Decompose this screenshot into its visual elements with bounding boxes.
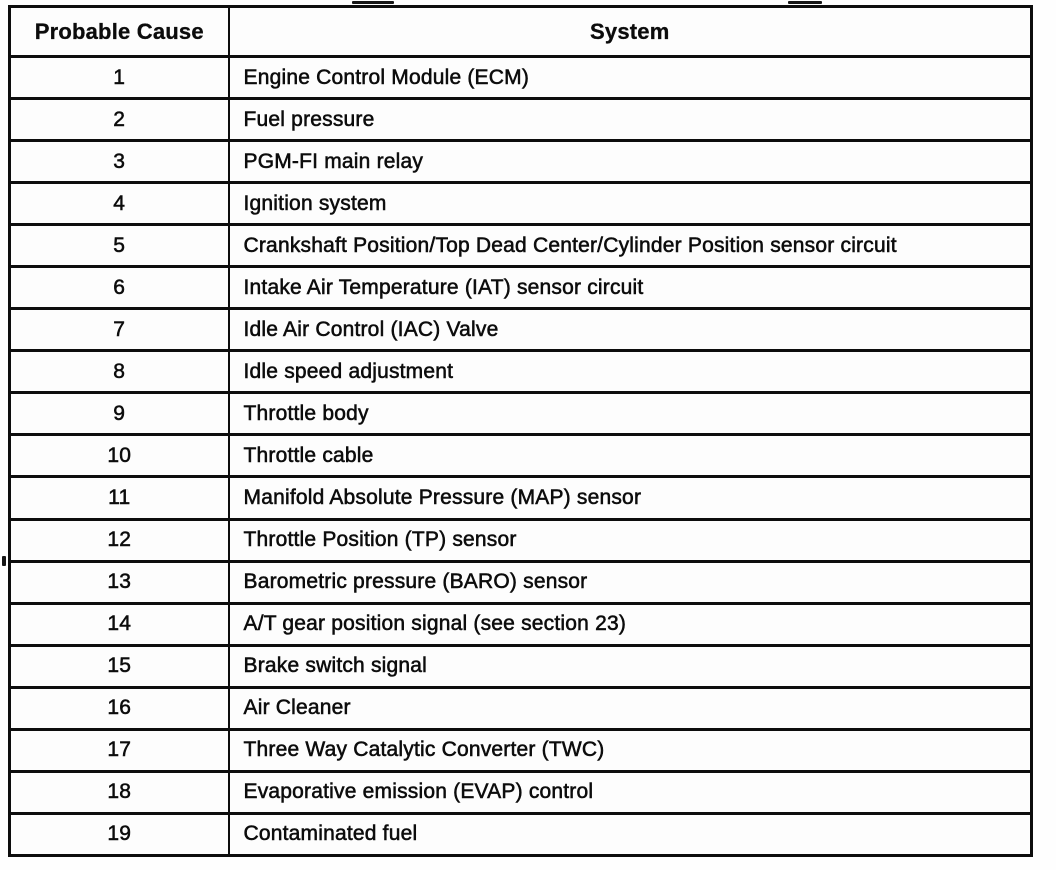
table-row: 14 A/T gear position signal (see section …: [8, 601, 1033, 647]
table-row: 18 Evaporative emission (EVAP) control: [8, 769, 1033, 815]
probable-cause-number: 1: [8, 54, 230, 101]
table-row: 1 Engine Control Module (ECM): [8, 54, 1033, 101]
header-row: Probable Cause System: [8, 5, 1033, 58]
probable-cause-number: 18: [8, 769, 230, 815]
system-name: A/T gear position signal (see section 23…: [227, 601, 1033, 647]
system-name: Air Cleaner: [227, 685, 1033, 731]
probable-cause-number: 14: [8, 601, 230, 647]
table-row: 19 Contaminated fuel: [8, 811, 1033, 858]
system-name: Intake Air Temperature (IAT) sensor circ…: [227, 265, 1033, 311]
table-row: 5 Crankshaft Position/Top Dead Center/Cyl…: [8, 223, 1033, 269]
table-row: 12 Throttle Position (TP) sensor: [8, 517, 1033, 563]
probable-cause-number: 11: [8, 475, 230, 521]
scan-artifact: [788, 1, 822, 4]
scan-artifact: [2, 556, 6, 566]
probable-cause-number: 17: [8, 727, 230, 773]
system-name: Throttle cable: [227, 433, 1033, 479]
scan-artifact: [352, 1, 394, 4]
system-name: Throttle body: [227, 391, 1033, 437]
system-name: Barometric pressure (BARO) sensor: [227, 559, 1033, 605]
system-name: Crankshaft Position/Top Dead Center/Cyli…: [227, 223, 1033, 269]
system-name: Three Way Catalytic Converter (TWC): [227, 727, 1033, 773]
table-row: 15 Brake switch signal: [8, 643, 1033, 689]
probable-cause-number: 4: [8, 181, 230, 227]
system-name: Idle speed adjustment: [227, 349, 1033, 395]
probable-cause-number: 10: [8, 433, 230, 479]
table-row: 13 Barometric pressure (BARO) sensor: [8, 559, 1033, 605]
probable-cause-number: 12: [8, 517, 230, 563]
probable-cause-number: 8: [8, 349, 230, 395]
probable-cause-number: 16: [8, 685, 230, 731]
probable-cause-number: 9: [8, 391, 230, 437]
table-row: 4 Ignition system: [8, 181, 1033, 227]
table-row: 2 Fuel pressure: [8, 97, 1033, 143]
probable-cause-number: 5: [8, 223, 230, 269]
probable-cause-number: 2: [8, 97, 230, 143]
probable-cause-number: 7: [8, 307, 230, 353]
probable-cause-number: 15: [8, 643, 230, 689]
table-row: 8 Idle speed adjustment: [8, 349, 1033, 395]
table-row: 17 Three Way Catalytic Converter (TWC): [8, 727, 1033, 773]
system-name: Fuel pressure: [227, 97, 1033, 143]
probable-cause-number: 3: [8, 139, 230, 185]
table-row: 16 Air Cleaner: [8, 685, 1033, 731]
system-name: Contaminated fuel: [227, 811, 1033, 858]
table-row: 9 Throttle body: [8, 391, 1033, 437]
system-name: Manifold Absolute Pressure (MAP) sensor: [227, 475, 1033, 521]
system-name: Throttle Position (TP) sensor: [227, 517, 1033, 563]
probable-cause-table: Probable Cause System 1 Engine Control Mo…: [8, 5, 1033, 858]
system-name: Idle Air Control (IAC) Valve: [227, 307, 1033, 353]
system-name: Brake switch signal: [227, 643, 1033, 689]
table-row: 3 PGM-FI main relay: [8, 139, 1033, 185]
system-name: Engine Control Module (ECM): [227, 54, 1033, 101]
table-row: 6 Intake Air Temperature (IAT) sensor cir…: [8, 265, 1033, 311]
header-probable-cause: Probable Cause: [8, 5, 230, 58]
system-name: PGM-FI main relay: [227, 139, 1033, 185]
system-name: Ignition system: [227, 181, 1033, 227]
table-row: 7 Idle Air Control (IAC) Valve: [8, 307, 1033, 353]
probable-cause-number: 6: [8, 265, 230, 311]
probable-cause-number: 19: [8, 811, 230, 858]
system-name: Evaporative emission (EVAP) control: [227, 769, 1033, 815]
table-row: 11 Manifold Absolute Pressure (MAP) senso…: [8, 475, 1033, 521]
header-system: System: [227, 5, 1033, 58]
table-row: 10 Throttle cable: [8, 433, 1033, 479]
probable-cause-number: 13: [8, 559, 230, 605]
